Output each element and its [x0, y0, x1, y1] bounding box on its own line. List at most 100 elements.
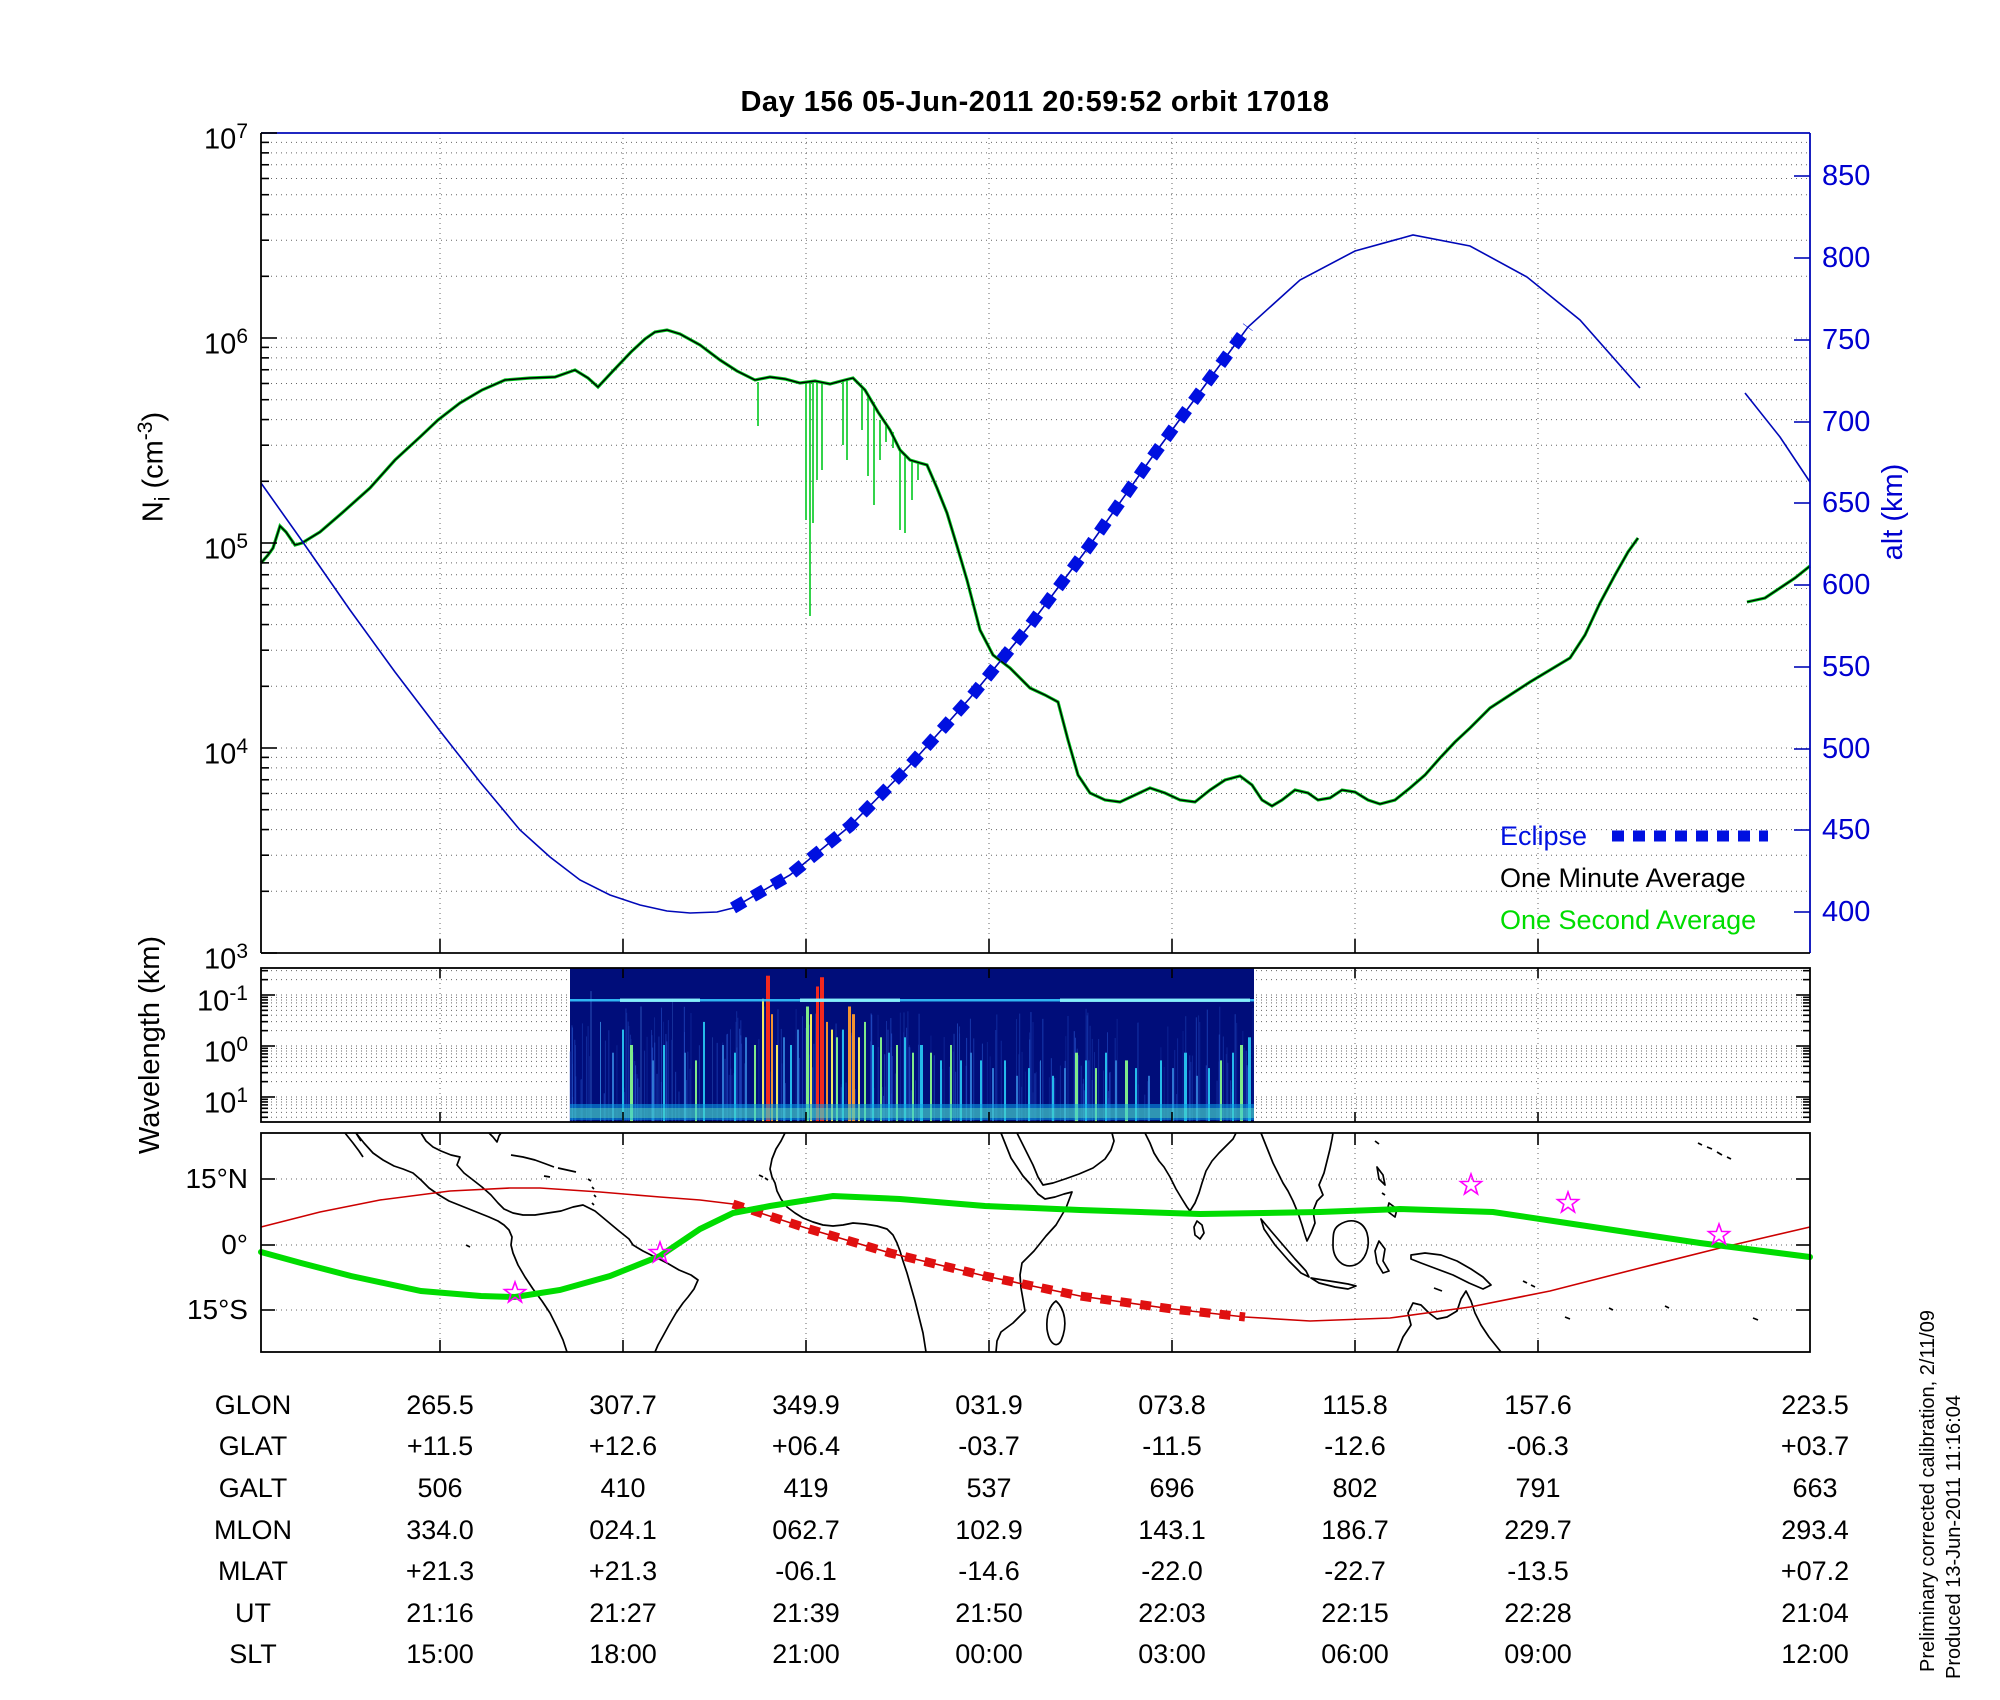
spectrogram-streak	[1028, 1068, 1030, 1122]
ground-track-map	[258, 1132, 1813, 1353]
table-cell-mlat-7: -13.5	[1507, 1556, 1569, 1586]
spectrogram-streak	[852, 1014, 855, 1122]
one-minute-average-curve-tail	[1746, 565, 1811, 603]
spectrogram-streak	[590, 991, 592, 1122]
table-cell-slt-5: 03:00	[1138, 1639, 1206, 1669]
legend-one-second-average: One Second Average	[1500, 905, 1757, 935]
spectrogram-streak	[1148, 1075, 1150, 1122]
spectrogram-streak	[652, 1060, 654, 1122]
table-cell-ut-4: 21:50	[955, 1598, 1023, 1628]
y-axis-tick-label: 103	[204, 940, 248, 976]
alt-axis-tick-label: 700	[1822, 406, 1871, 438]
table-cell-glat-5: -11.5	[1142, 1431, 1202, 1461]
spectrogram-streak	[622, 1029, 624, 1122]
table-cell-glat-3: +06.4	[771, 1431, 841, 1461]
table-cell-slt-2: 18:00	[589, 1639, 657, 1669]
spectrogram-streak	[950, 1045, 952, 1122]
table-cell-glon-6: 115.8	[1322, 1390, 1388, 1420]
wavelength-tick-label: 100	[204, 1033, 248, 1069]
spectrogram-streak	[864, 1021, 866, 1122]
y-axis-tick-label: 105	[204, 530, 248, 566]
coastline	[769, 1132, 927, 1353]
spectrogram-streak	[1052, 1075, 1054, 1122]
spectrogram-streak	[920, 1045, 923, 1122]
spectrogram-streak	[836, 1037, 838, 1122]
satellite-ground-track	[258, 1192, 1813, 1301]
coastline	[1697, 1142, 1732, 1160]
table-cell-galt-8: 663	[1792, 1473, 1838, 1503]
spectrogram-streak	[831, 1029, 833, 1122]
spectrogram-streak	[672, 998, 673, 1122]
table-cell-mlat-4: -14.6	[958, 1556, 1020, 1586]
table-row-label-glon: GLON	[214, 1390, 292, 1420]
star-marker	[1555, 1189, 1581, 1214]
spectrogram-streak	[810, 1014, 812, 1122]
spectrogram-streak	[776, 1045, 778, 1122]
spectrogram-streak	[766, 975, 770, 1122]
spectrogram-border	[260, 967, 1811, 1123]
spectrogram-streak	[640, 1006, 642, 1122]
spectrogram-streak	[1248, 1037, 1251, 1122]
table-cell-glon-3: 349.9	[772, 1390, 840, 1420]
spectrogram-streak	[703, 1021, 705, 1122]
spectrogram-streak	[912, 1052, 914, 1122]
page-title: Day 156 05-Jun-2011 20:59:52 orbit 17018	[740, 86, 1330, 118]
spectrogram-streak	[684, 1052, 686, 1122]
coastline	[1016, 1132, 1115, 1186]
spectrogram-streak	[783, 1037, 785, 1122]
table-cell-galt-4: 537	[966, 1473, 1012, 1503]
spectrogram-streak	[940, 1060, 942, 1122]
footnote-calibration: Preliminary corrected calibration, 2/11/…	[1917, 1309, 1939, 1673]
coastline	[344, 1132, 364, 1158]
spectrogram-streak	[745, 1037, 747, 1122]
coastline	[1410, 1252, 1492, 1290]
coastline	[1193, 1220, 1205, 1240]
spectrogram-streak	[1095, 1068, 1097, 1122]
spectrogram-streak	[754, 1045, 756, 1122]
altitude-curve-wrap	[1744, 392, 1811, 483]
alt-axis-tick-label: 750	[1822, 324, 1871, 356]
spectrogram-streak	[1064, 1068, 1066, 1122]
table-row-label-glat: GLAT	[218, 1431, 288, 1461]
table-cell-galt-6: 802	[1332, 1473, 1378, 1503]
spectrogram-streak	[858, 1037, 860, 1122]
table-cell-glat-7: -06.3	[1507, 1431, 1569, 1461]
coastline	[1144, 1132, 1237, 1212]
spectrogram-streak	[960, 1060, 962, 1122]
coastline	[465, 1154, 597, 1248]
coastline	[488, 1132, 502, 1143]
coastline	[420, 1132, 699, 1353]
eclipse-segment	[729, 323, 1253, 914]
spectrogram-streak	[600, 1021, 601, 1122]
spectrogram-streak	[771, 1014, 773, 1122]
spectrogram-streak	[712, 1037, 713, 1122]
table-cell-mlat-5: -22.0	[1141, 1556, 1203, 1586]
spectrogram-streak	[1232, 1052, 1234, 1122]
spectrogram-streak	[872, 1045, 874, 1122]
table-cell-ut-7: 22:28	[1504, 1598, 1572, 1628]
spectrogram-streak	[1160, 1060, 1162, 1122]
coastline	[1260, 1218, 1310, 1278]
spectrogram-streak	[1040, 1060, 1041, 1122]
spectrogram-streak	[1105, 1052, 1107, 1122]
spectrogram-top-band	[570, 999, 1254, 1002]
table-row-label-mlat: MLAT	[217, 1556, 288, 1586]
y-axis-tick-label: 104	[204, 735, 248, 771]
spectrogram-streak	[1184, 1052, 1187, 1122]
left-y-axis-label: Ni (cm-3)	[134, 411, 175, 523]
table-cell-glat-8: +03.7	[1780, 1431, 1850, 1461]
spectrogram-streak	[663, 1045, 665, 1122]
table-cell-glon-7: 157.6	[1504, 1390, 1572, 1420]
table-cell-glon-4: 031.9	[955, 1390, 1023, 1420]
table-cell-ut-6: 22:15	[1321, 1598, 1389, 1628]
table-cell-galt-7: 791	[1515, 1473, 1561, 1503]
coastline	[1374, 1240, 1390, 1274]
wavelength-tick-label: 101	[204, 1084, 248, 1120]
spectrogram-top-band-bright	[800, 998, 900, 1002]
y-axis-tick-label: 106	[204, 325, 248, 361]
alt-axis-tick-label: 650	[1822, 487, 1871, 519]
alt-axis-tick-label: 800	[1822, 242, 1871, 274]
spectrogram-streak	[612, 1052, 614, 1122]
table-cell-mlat-6: -22.7	[1324, 1556, 1386, 1586]
